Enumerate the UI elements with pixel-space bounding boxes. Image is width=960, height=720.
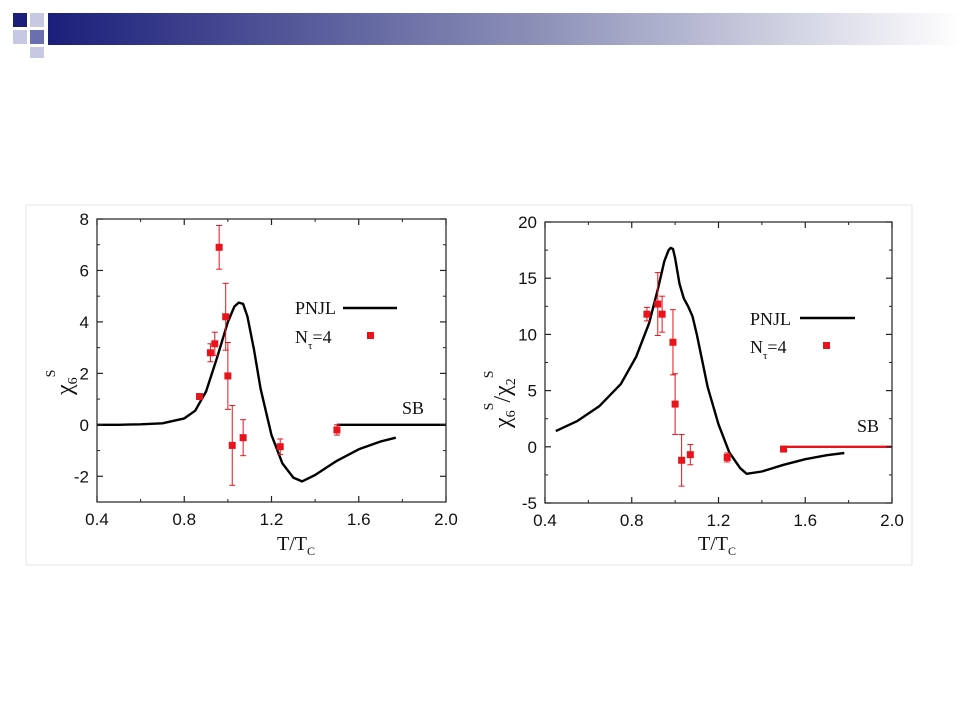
x-tick-label: 2.0: [880, 511, 904, 530]
plot-lines: [555, 246, 892, 475]
y-tick-label: 8: [80, 210, 89, 229]
annotation-sb: SB: [402, 398, 424, 418]
banner-square: [30, 30, 44, 44]
y-tick-label: -2: [74, 467, 89, 486]
x-axis-label: T/TC: [698, 533, 736, 558]
plot-axes: [96, 218, 447, 503]
plot-frame: [544, 221, 893, 504]
tick-labels: 0.4 0.8 1.2 1.6 2.0 -2 0 2 4 6 8: [74, 210, 458, 529]
legend-marker-ntau: [823, 342, 830, 349]
data-point: [658, 310, 666, 318]
data-point: [228, 441, 236, 449]
data-points: [643, 272, 788, 487]
x-tick-label: 1.6: [347, 510, 371, 529]
data-point: [671, 400, 679, 408]
data-point: [723, 453, 731, 461]
y-tick-label: 0: [80, 416, 89, 435]
legend-label-ntau: Nτ=4: [295, 327, 332, 352]
x-axis-label: T/TC: [277, 533, 315, 558]
y-tick-label: 15: [518, 269, 537, 288]
banner-square: [13, 30, 27, 44]
x-tick-label: 1.2: [707, 511, 731, 530]
y-tick-label: -5: [522, 494, 537, 513]
legend-label-ntau: Nτ=4: [750, 337, 787, 362]
data-point: [669, 338, 677, 346]
annotation-sb: SB: [857, 416, 879, 436]
y-tick-label: 10: [518, 325, 537, 344]
y-axis-label: χ6S: [44, 370, 81, 396]
x-tick-label: 2.0: [434, 510, 458, 529]
title-banner: [13, 13, 960, 58]
x-tick-label: 0.4: [533, 511, 557, 530]
data-point: [643, 310, 651, 318]
y-tick-label: 4: [80, 313, 89, 332]
y-tick-label: 0: [528, 438, 537, 457]
data-point: [222, 313, 230, 321]
figure-frame: [25, 204, 913, 566]
y-tick-label: 6: [80, 261, 89, 280]
tick-labels: 0.4 0.8 1.2 1.6 2.0 -5 0 5 10 15 20: [518, 213, 904, 530]
data-point: [196, 393, 204, 401]
plot-frame: [96, 218, 447, 503]
legend: PNJL Nτ=4: [750, 309, 855, 362]
data-points: [196, 224, 341, 486]
x-tick-label: 1.6: [793, 511, 817, 530]
y-tick-label: 2: [80, 364, 89, 383]
banner-square: [13, 13, 27, 27]
data-point: [333, 426, 341, 434]
data-point: [678, 456, 686, 464]
legend-label-pnjl: PNJL: [295, 298, 336, 318]
data-point: [686, 451, 694, 459]
data-point: [780, 445, 788, 453]
data-point: [206, 349, 214, 357]
banner-bar: [48, 13, 960, 45]
x-tick-label: 0.4: [85, 510, 109, 529]
pnjl-curve: [555, 246, 845, 475]
data-point: [239, 434, 247, 442]
data-point: [211, 340, 219, 348]
chart-chi6: 0.4 0.8 1.2 1.6 2.0 -2 0 2 4 6 8 T/TC χ6S PNJL Nτ=…: [44, 210, 458, 558]
x-tick-label: 0.8: [620, 511, 644, 530]
data-point: [276, 443, 284, 451]
y-tick-label: 20: [518, 213, 537, 232]
legend: PNJL Nτ=4: [295, 298, 397, 352]
chart-chi6-over-chi2: 0.4 0.8 1.2 1.6 2.0 -5 0 5 10 15 20 T/TC χ6S/χ2S P…: [482, 213, 904, 558]
plot-axes: [544, 221, 893, 504]
legend-marker-ntau: [367, 332, 374, 339]
legend-label-pnjl: PNJL: [750, 309, 791, 329]
banner-square: [30, 13, 44, 27]
data-point: [654, 300, 662, 308]
x-tick-label: 1.2: [260, 510, 284, 529]
plot-lines: [97, 301, 446, 483]
data-point: [224, 372, 232, 380]
pnjl-curve: [97, 301, 397, 483]
banner-square: [30, 47, 44, 58]
y-tick-label: 5: [528, 382, 537, 401]
x-tick-label: 0.8: [172, 510, 196, 529]
y-axis-label: χ6S/χ2S: [482, 370, 519, 429]
data-point: [215, 243, 223, 251]
